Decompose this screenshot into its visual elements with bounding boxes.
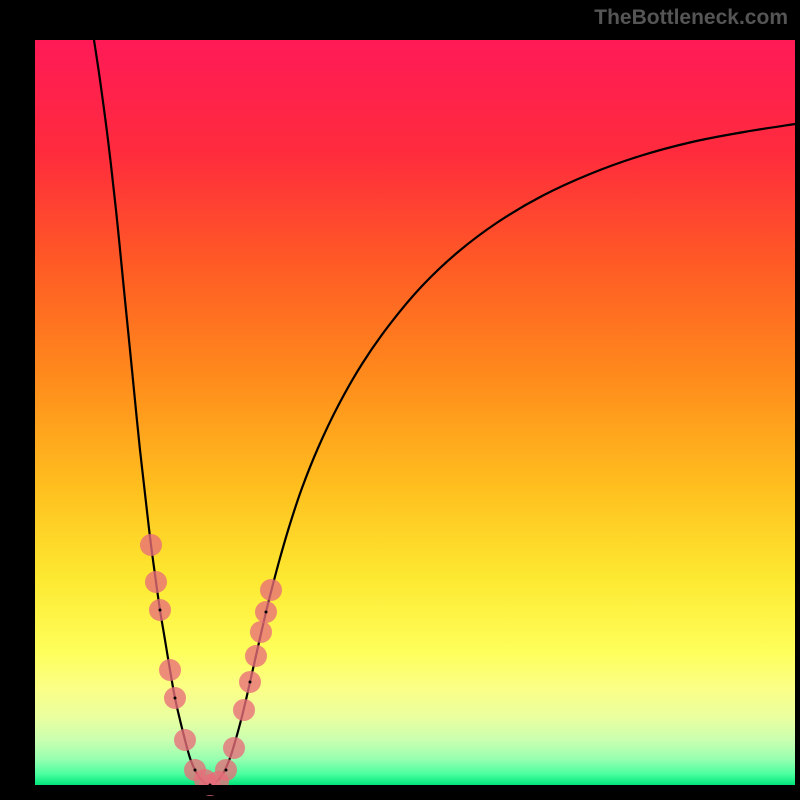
data-marker	[174, 729, 196, 751]
data-marker-center	[194, 769, 197, 772]
watermark-text: TheBottleneck.com	[594, 6, 788, 30]
data-marker	[260, 579, 282, 601]
data-marker-center	[174, 697, 177, 700]
data-marker	[145, 571, 167, 593]
x-axis-line	[35, 785, 795, 795]
data-marker	[233, 699, 255, 721]
plot-area	[35, 40, 795, 785]
data-marker	[250, 621, 272, 643]
data-marker-center	[249, 681, 252, 684]
data-marker	[245, 645, 267, 667]
data-marker	[223, 737, 245, 759]
data-marker	[159, 659, 181, 681]
data-marker	[140, 534, 162, 556]
bottleneck-chart	[0, 0, 800, 800]
data-marker-center	[265, 611, 268, 614]
data-marker-center	[159, 609, 162, 612]
data-marker-center	[225, 769, 228, 772]
